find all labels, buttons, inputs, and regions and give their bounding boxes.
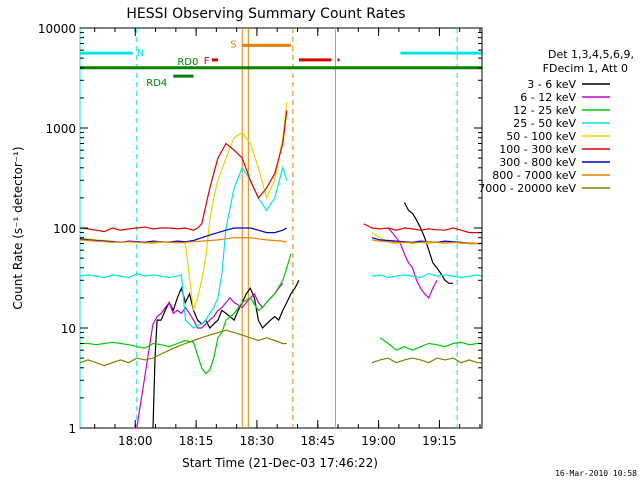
x-tick-label-0: 18:00 <box>118 434 153 448</box>
series-line-3 <box>79 165 482 329</box>
legend-label-2: 12 - 25 keV <box>513 104 576 117</box>
annotation-label-1: S <box>230 39 236 50</box>
series-lines <box>79 102 482 429</box>
annotation-label-4: RD4 <box>146 78 167 89</box>
x-tick-label-5: 19:15 <box>422 434 457 448</box>
y-tick-label-2: 100 <box>53 222 76 236</box>
series-line-5 <box>79 110 482 234</box>
legend-label-3: 25 - 50 keV <box>513 117 576 130</box>
series-line-1 <box>132 227 438 429</box>
state-annotations: N S F RD0 RD4 <box>80 39 482 89</box>
legend-header-line-1: Det 1,3,4,5,6,9, <box>548 48 634 61</box>
timestamp: 16-Mar-2010 10:58 <box>555 469 637 478</box>
series-line-7 <box>79 237 482 245</box>
chart-title: HESSI Observing Summary Count Rates <box>126 6 405 22</box>
legend-header-line-2: FDecim 1, Att 0 <box>543 62 628 75</box>
annotation-label-0: N <box>137 48 144 59</box>
series-line-2 <box>80 253 482 375</box>
x-tick-label-1: 18:15 <box>179 434 214 448</box>
legend-label-6: 300 - 800 keV <box>499 156 576 169</box>
x-axis: 18:00 18:15 18:30 18:45 19:00 19:15 <box>94 28 481 448</box>
legend-label-8: 7000 - 20000 keV <box>478 182 576 195</box>
annotation-label-3: RD0 <box>177 57 198 68</box>
series-line-8 <box>79 329 482 367</box>
y-tick-label-4: 10000 <box>38 22 76 36</box>
x-tick-label-4: 19:00 <box>361 434 396 448</box>
series-line-0 <box>152 202 454 429</box>
vertical-markers <box>79 28 458 428</box>
y-axis: 1 10 100 1000 10000 <box>38 22 482 436</box>
y-tick-label-3: 1000 <box>45 122 76 136</box>
x-axis-label: Start Time (21-Dec-03 17:46:22) <box>182 456 378 470</box>
legend-label-7: 800 - 7000 keV <box>492 169 576 182</box>
series-line-4 <box>79 102 482 311</box>
legend-label-1: 6 - 12 keV <box>520 91 576 104</box>
x-tick-label-3: 18:45 <box>300 434 335 448</box>
y-axis-label: Count Rate (s⁻¹ detector⁻¹) <box>11 146 25 309</box>
annotation-label-2: F <box>204 56 210 67</box>
y-tick-label-0: 1 <box>68 422 76 436</box>
y-tick-label-1: 10 <box>61 322 76 336</box>
legend-label-4: 50 - 100 keV <box>506 130 576 143</box>
legend-label-0: 3 - 6 keV <box>527 78 576 91</box>
legend-label-5: 100 - 300 keV <box>499 143 576 156</box>
x-tick-label-2: 18:30 <box>240 434 275 448</box>
legend: Det 1,3,4,5,6,9, FDecim 1, Att 0 3 - 6 k… <box>478 48 634 195</box>
